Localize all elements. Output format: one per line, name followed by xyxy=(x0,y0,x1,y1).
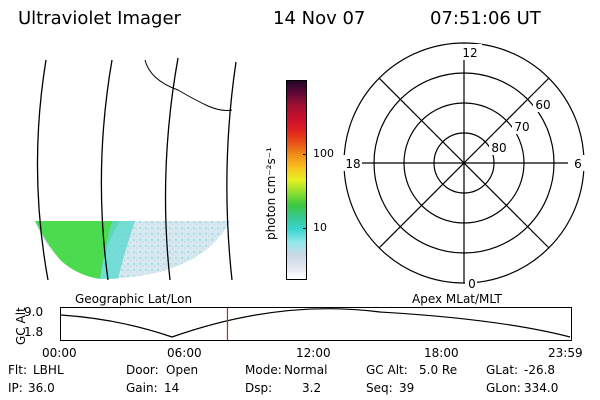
mlt-label-6: 6 xyxy=(574,157,582,171)
altitude-xtick-0: 00:00 xyxy=(42,346,77,360)
status-glon-label: GLon: xyxy=(486,381,521,395)
status-gain-label: Gain: xyxy=(126,381,158,395)
status-ip-label: IP: xyxy=(8,381,23,395)
altitude-xtick-1: 06:00 xyxy=(167,346,202,360)
altitude-ytick-max: 9.0 xyxy=(24,305,44,319)
status-seq-value: 39 xyxy=(399,381,415,395)
mlat-label-70: 70 xyxy=(514,120,529,134)
time-label: 07:51:06 UT xyxy=(430,8,541,29)
colorbar-gradient xyxy=(287,81,306,279)
mlat-label-80: 80 xyxy=(491,141,506,155)
polar-plot: 12 18 6 0 60 70 80 xyxy=(342,42,586,290)
mlt-label-0: 0 xyxy=(468,277,476,290)
colorbar-tick-label: 10 xyxy=(313,221,327,235)
polar-plot-label: Apex MLat/MLT xyxy=(412,292,502,306)
colorbar xyxy=(286,80,307,280)
status-glon-value: 334.0 xyxy=(524,381,559,395)
status-flt-label: Flt: xyxy=(8,363,27,377)
status-glat-value: -26.8 xyxy=(524,363,556,377)
status-mode-value: Normal xyxy=(284,363,328,377)
altitude-curve xyxy=(60,308,571,338)
status-dsp-label: Dsp: xyxy=(245,381,273,395)
colorbar-tick xyxy=(303,154,307,156)
altitude-xtick-4: 23:59 xyxy=(548,346,583,360)
polar-diagonal-2 xyxy=(378,77,550,249)
meridian-lines xyxy=(36,57,237,280)
status-gcalt-value: 5.0 Re xyxy=(419,363,458,377)
status-flt-value: LBHL xyxy=(33,363,64,377)
status-gcalt-label: GC Alt: xyxy=(366,363,408,377)
status-door-value: Open xyxy=(166,363,199,377)
uv-image-patch xyxy=(35,221,230,279)
mlat-label-60: 60 xyxy=(535,98,550,112)
altitude-ytick-min: 1.8 xyxy=(24,325,44,339)
status-mode-label: Mode: xyxy=(245,363,282,377)
coastline xyxy=(144,59,233,111)
mlt-label-18: 18 xyxy=(345,157,360,171)
geographic-map xyxy=(35,57,237,280)
status-seq-label: Seq: xyxy=(366,381,393,395)
date-label: 14 Nov 07 xyxy=(273,8,366,29)
status-door-label: Door: xyxy=(126,363,159,377)
colorbar-tick xyxy=(303,228,307,230)
status-gain-value: 14 xyxy=(164,381,180,395)
status-glat-label: GLat: xyxy=(486,363,519,377)
mlt-label-12: 12 xyxy=(462,46,477,60)
colorbar-tick-label: 100 xyxy=(313,147,334,161)
altitude-xtick-3: 18:00 xyxy=(424,346,459,360)
colorbar-label: photon cm⁻²s⁻¹ xyxy=(264,147,278,240)
altitude-plot xyxy=(60,307,572,341)
status-dsp-value: 3.2 xyxy=(302,381,322,395)
altitude-plot-frame xyxy=(60,307,572,341)
status-ip-value: 36.0 xyxy=(28,381,55,395)
geo-map-label: Geographic Lat/Lon xyxy=(75,292,193,306)
instrument-title: Ultraviolet Imager xyxy=(18,8,181,29)
altitude-xtick-2: 12:00 xyxy=(296,346,331,360)
